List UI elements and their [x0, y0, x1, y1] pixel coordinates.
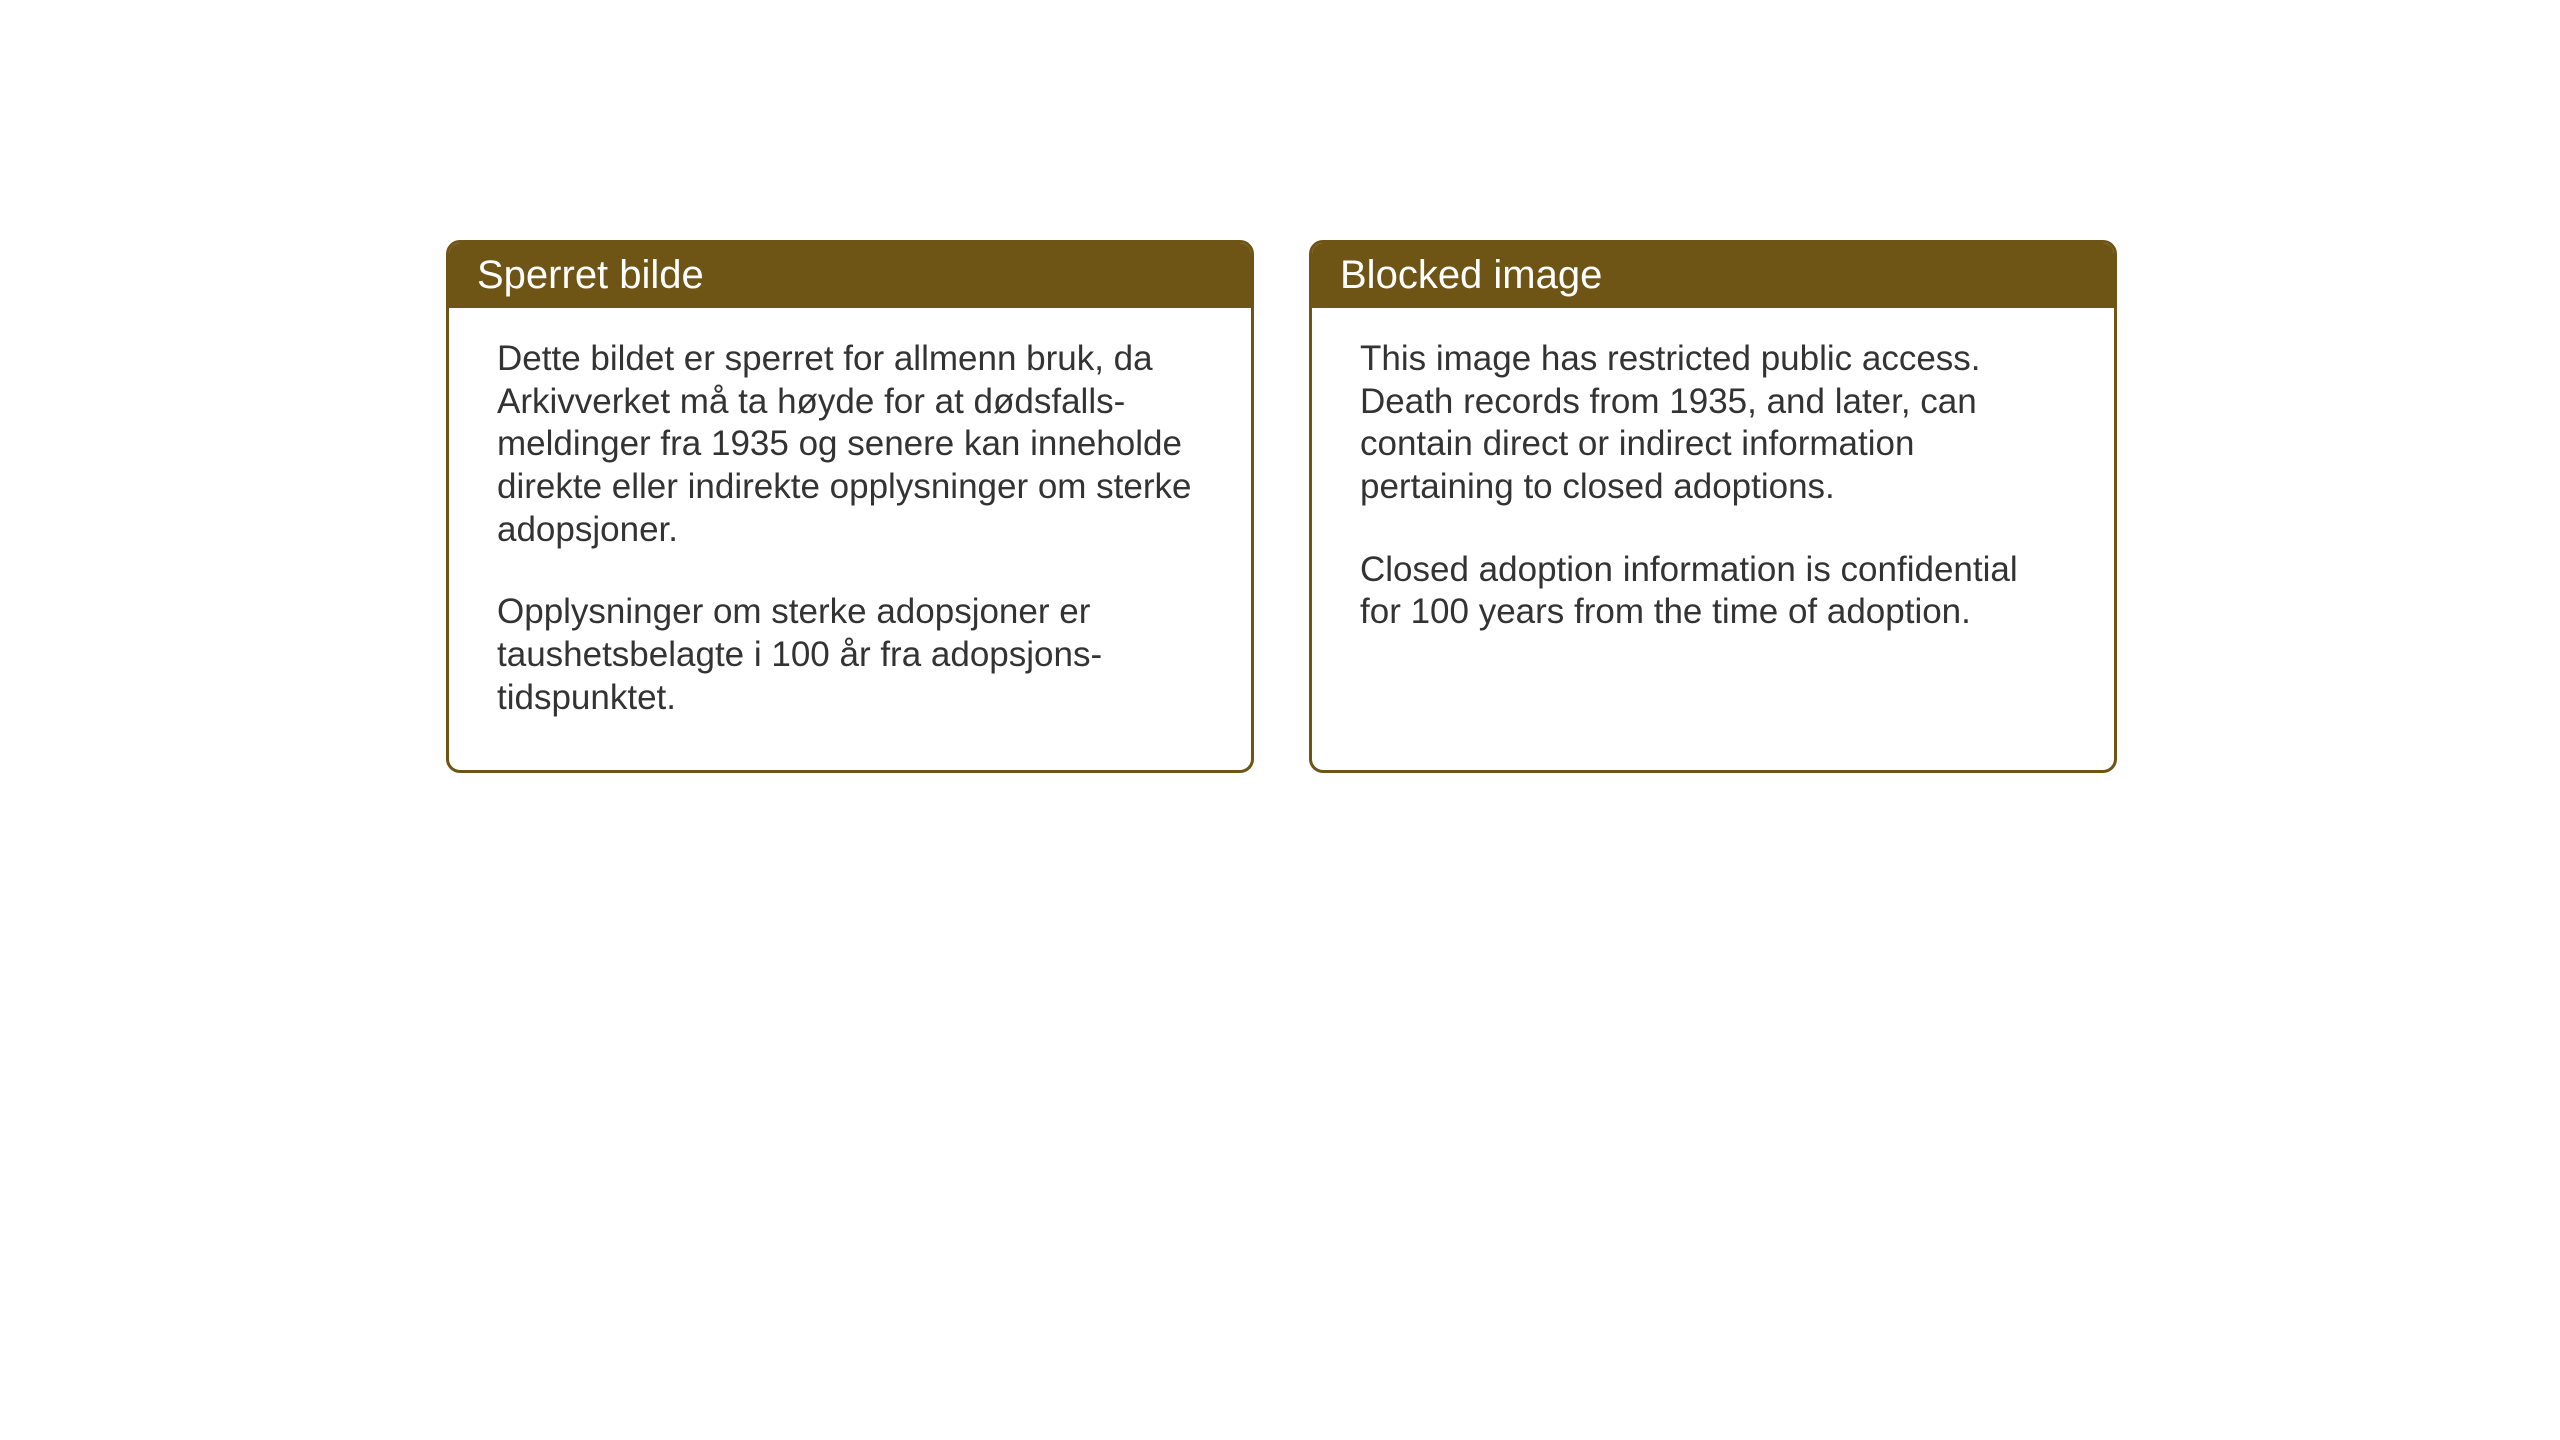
notice-body-english: This image has restricted public access.… — [1312, 308, 2114, 684]
notice-title-norwegian: Sperret bilde — [449, 243, 1251, 308]
notice-paragraph: Opplysninger om sterke adopsjoner er tau… — [497, 591, 1203, 719]
notice-body-norwegian: Dette bildet er sperret for allmenn bruk… — [449, 308, 1251, 770]
notice-title-english: Blocked image — [1312, 243, 2114, 308]
notice-card-norwegian: Sperret bilde Dette bildet er sperret fo… — [446, 240, 1254, 773]
notice-container: Sperret bilde Dette bildet er sperret fo… — [446, 240, 2117, 773]
notice-paragraph: This image has restricted public access.… — [1360, 338, 2066, 509]
notice-paragraph: Dette bildet er sperret for allmenn bruk… — [497, 338, 1203, 551]
notice-paragraph: Closed adoption information is confident… — [1360, 549, 2066, 634]
notice-card-english: Blocked image This image has restricted … — [1309, 240, 2117, 773]
